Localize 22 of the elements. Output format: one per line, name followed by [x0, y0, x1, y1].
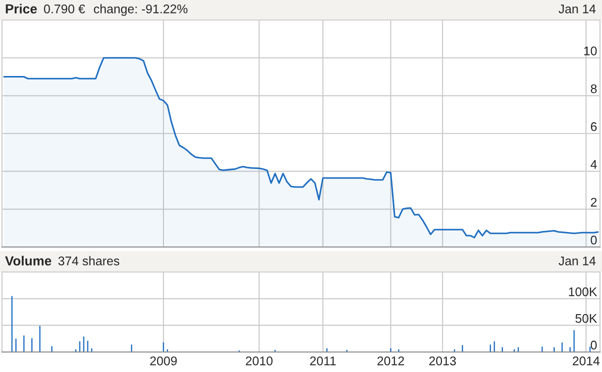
x-tick-label: 2009 [150, 356, 177, 366]
text: change: -91.22% [94, 4, 188, 16]
y-tick-label: 50K [575, 314, 598, 323]
text: Jan 14 [558, 4, 596, 14]
x-tick-label: 2012 [377, 356, 404, 366]
x-tick-label: 2013 [429, 356, 456, 366]
y-tick-label: 0 [590, 236, 597, 245]
text: 374 shares [58, 256, 120, 266]
y-tick-label: 6 [590, 122, 597, 132]
y-tick-label: 100K [568, 287, 598, 296]
chart-title: Volume [5, 256, 52, 266]
x-tick-label: 2010 [246, 356, 273, 366]
x-tick-label: 2011 [310, 356, 336, 366]
text: 0.790 € [44, 4, 86, 14]
y-tick-label: 10 [584, 46, 597, 56]
y-tick-label: 2 [590, 198, 597, 207]
y-tick-label: 4 [590, 160, 597, 169]
x-tick-label: 2014 [572, 356, 600, 366]
chart-title: Price [6, 4, 37, 14]
text: Jan 14 [558, 256, 596, 266]
y-tick-label: 8 [590, 84, 597, 94]
y-tick-label: 0 [590, 340, 597, 350]
